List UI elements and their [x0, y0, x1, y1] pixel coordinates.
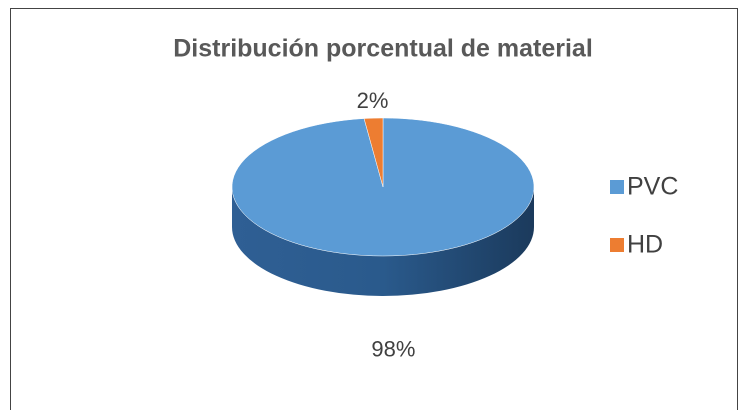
legend-swatch — [610, 238, 624, 252]
legend-label: PVC — [627, 173, 678, 201]
slice — [363, 117, 384, 188]
data-label: 2% — [357, 88, 389, 113]
data-label: 98% — [371, 337, 415, 362]
legend-label: HD — [627, 231, 663, 259]
legend-swatch — [610, 180, 624, 194]
chart-title: Distribución porcentual de material — [173, 35, 593, 63]
slice-side — [232, 187, 534, 296]
slice-top — [363, 117, 384, 188]
